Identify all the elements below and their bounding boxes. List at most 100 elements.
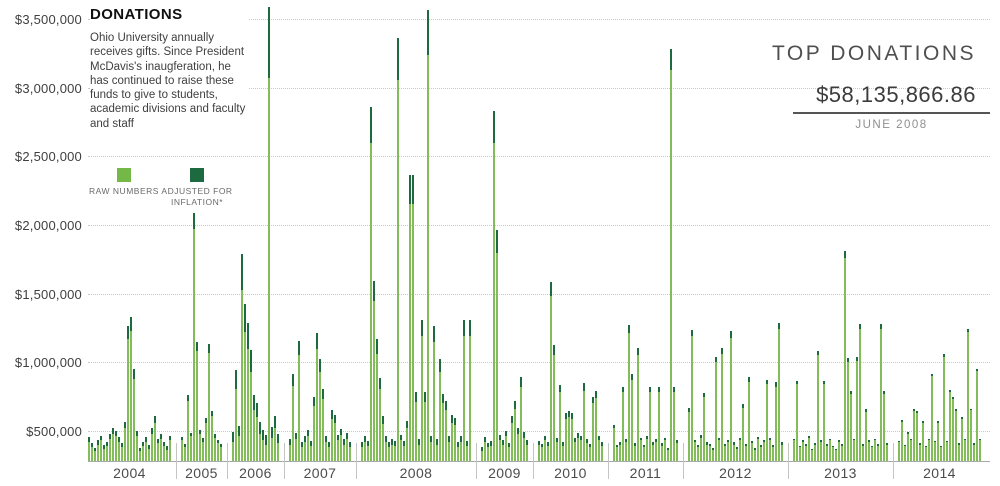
bar-raw xyxy=(652,444,654,461)
bar-raw xyxy=(946,441,948,461)
y-axis-label: $1,000,000 xyxy=(14,355,82,371)
bar-raw xyxy=(577,437,579,461)
top-donations-amount-underline: $58,135,866.86 xyxy=(793,82,990,114)
bar-raw xyxy=(469,336,471,461)
bar-raw xyxy=(874,440,876,461)
bar-raw xyxy=(523,437,525,461)
bar-raw xyxy=(304,441,306,461)
gridline xyxy=(88,362,990,364)
bar-raw xyxy=(724,445,726,461)
bar-raw xyxy=(157,443,159,461)
bar-raw xyxy=(664,440,666,461)
bar-raw xyxy=(289,444,291,461)
top-donations-callout: TOP DONATIONS $58,135,866.86 JUNE 2008 xyxy=(760,42,990,131)
bar-raw xyxy=(748,382,750,461)
bar-raw xyxy=(952,399,954,461)
bar-raw xyxy=(811,450,813,461)
bar-raw xyxy=(826,445,828,461)
bar-raw xyxy=(247,348,249,461)
bar-raw xyxy=(205,422,207,461)
bar-raw xyxy=(688,411,690,461)
bar-raw xyxy=(706,444,708,461)
bar-raw xyxy=(823,384,825,461)
bar-raw xyxy=(94,451,96,461)
bar-raw xyxy=(145,441,147,461)
bar-raw xyxy=(148,448,150,461)
bar-raw xyxy=(832,447,834,461)
top-donations-heading: TOP DONATIONS xyxy=(771,42,976,65)
bar-raw xyxy=(589,447,591,461)
bar-raw xyxy=(307,436,309,461)
bar-raw xyxy=(310,445,312,461)
bar-raw xyxy=(139,451,141,461)
bar-raw xyxy=(538,444,540,461)
bar-raw xyxy=(709,445,711,461)
bar-raw xyxy=(397,79,399,461)
bar-raw xyxy=(640,440,642,461)
bar-raw xyxy=(712,450,714,461)
bar-raw xyxy=(715,362,717,461)
bar-raw xyxy=(496,252,498,461)
x-axis-line xyxy=(88,461,990,462)
bar-raw xyxy=(655,441,657,461)
legend-label-adjusted: ADJUSTED FOR INFLATION* xyxy=(161,186,233,208)
bar-raw xyxy=(277,443,279,461)
year-separator-tick xyxy=(893,443,894,479)
bar-raw xyxy=(403,445,405,461)
bar-raw xyxy=(625,441,627,461)
bar-raw xyxy=(493,142,495,461)
bar-raw xyxy=(766,384,768,461)
bar-raw xyxy=(115,436,117,461)
year-separator-tick xyxy=(176,443,177,479)
bar-raw xyxy=(451,422,453,461)
bar-raw xyxy=(565,418,567,461)
bar-raw xyxy=(124,428,126,461)
bar-raw xyxy=(295,439,297,461)
bar-raw xyxy=(919,444,921,461)
bar-raw xyxy=(799,447,801,461)
bar-raw xyxy=(415,402,417,461)
bar-raw xyxy=(211,415,213,461)
bar-raw xyxy=(838,441,840,461)
bar-raw xyxy=(760,447,762,461)
bar-raw xyxy=(559,392,561,461)
bar-raw xyxy=(151,433,153,461)
bar-raw xyxy=(616,447,618,461)
year-separator-tick xyxy=(227,443,228,479)
bar-raw xyxy=(463,336,465,461)
bar-raw xyxy=(859,329,861,461)
bar-raw xyxy=(256,417,258,461)
bar-raw xyxy=(427,54,429,461)
bar-raw xyxy=(778,329,780,461)
bar-raw xyxy=(220,447,222,461)
bar-raw xyxy=(829,440,831,461)
bar-raw xyxy=(460,441,462,461)
bar-raw xyxy=(553,355,555,461)
bar-raw xyxy=(673,392,675,461)
bar-raw xyxy=(406,428,408,461)
bar-raw xyxy=(319,371,321,461)
legend-swatch-adjusted-icon xyxy=(190,168,204,182)
bar-raw xyxy=(394,445,396,461)
bar-raw xyxy=(208,352,210,461)
bar-raw xyxy=(721,354,723,461)
bar-raw xyxy=(130,330,132,461)
legend-item-raw: RAW NUMBERS xyxy=(88,168,160,197)
bar-raw xyxy=(118,441,120,461)
bar-raw xyxy=(184,447,186,461)
bar-raw xyxy=(337,440,339,461)
bar-raw xyxy=(733,444,735,461)
x-axis: 2004 2005 2006 2007 2008 2009 2010 2011 2012 2013… xyxy=(88,443,990,486)
bar-raw xyxy=(433,341,435,461)
bar-raw xyxy=(574,441,576,461)
bar-raw xyxy=(268,78,270,461)
bar-raw xyxy=(793,440,795,461)
bar-raw xyxy=(676,443,678,461)
bar-raw xyxy=(562,445,564,461)
bar-raw xyxy=(187,400,189,461)
bar-raw xyxy=(232,441,234,461)
bar-raw xyxy=(331,418,333,461)
bar-raw xyxy=(301,447,303,461)
bar-raw xyxy=(646,439,648,461)
bar-raw xyxy=(313,406,315,461)
